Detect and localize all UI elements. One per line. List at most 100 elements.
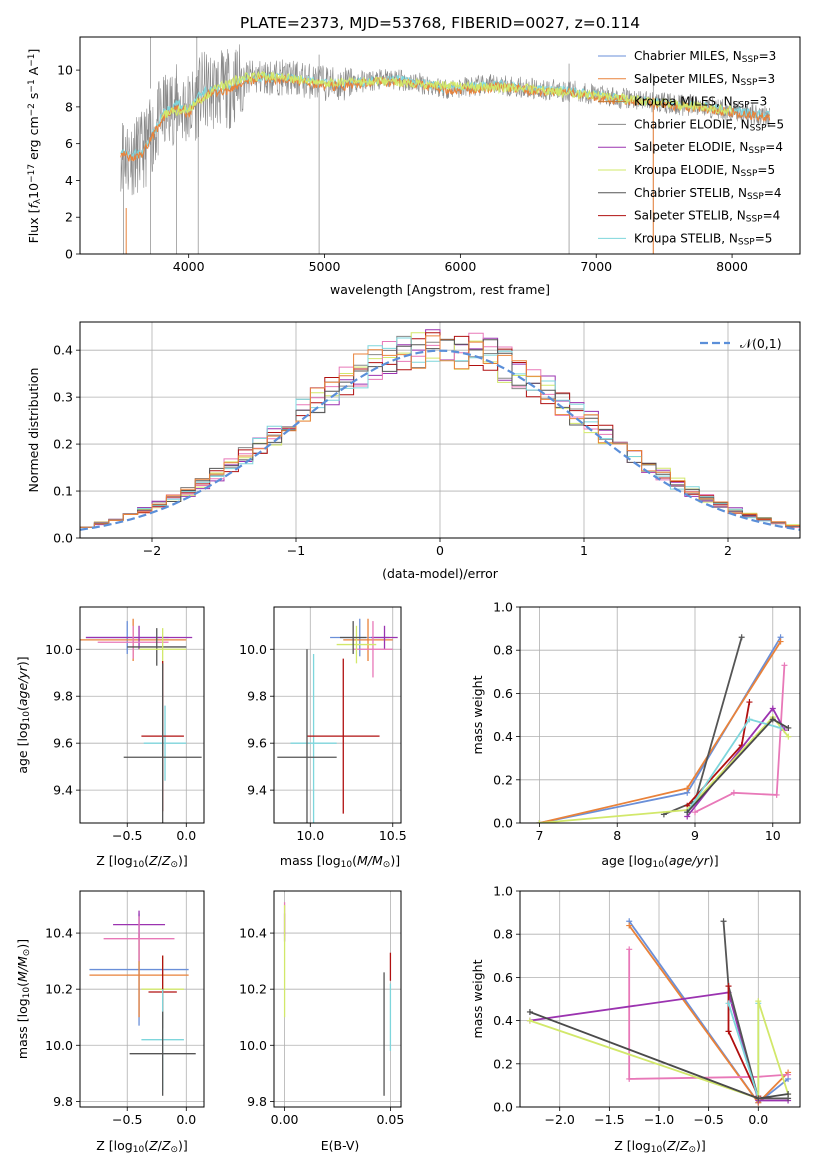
weight-marker [626, 1075, 633, 1082]
y-tick-label: 0.3 [53, 390, 73, 405]
y-tick-label: 0 [65, 247, 73, 262]
y-tick-label: 0.2 [53, 437, 73, 452]
weight-marker [777, 638, 784, 645]
x-tick-label: 9 [691, 828, 699, 843]
y-tick-label: 0.2 [493, 772, 513, 787]
y-tick-label: 0.4 [493, 1013, 513, 1028]
age_vs_mass-plot-area [277, 618, 398, 823]
residual-y-label: Normed distribution [26, 368, 41, 493]
y-tick-label: 6 [65, 136, 73, 151]
y-tick-label: 10.2 [239, 982, 267, 997]
weight-marker [777, 724, 784, 731]
x-tick-label: −1.0 [644, 1112, 674, 1127]
age_vs_mass-panel: 10.0 10.5 9.4 9.6 9.8 10.0 mass [log10(M/M⊙)] [239, 606, 407, 870]
normal-curve [80, 349, 800, 531]
y-axis-label: mass weight [470, 675, 485, 754]
y-tick-label: 10.0 [45, 1038, 73, 1053]
x-tick-label: −0.5 [112, 1112, 142, 1127]
weight-marker [730, 789, 737, 796]
x-tick-label: 1 [580, 543, 588, 558]
residual-panel: −2 −1 0 1 2 0.0 0.1 0.2 0.3 0.4 (data-model)/error… [26, 321, 801, 581]
weight-marker [773, 791, 780, 798]
legend-label: Salpeter MILES, NSSP=3 [634, 72, 775, 88]
y-tick-label: 9.8 [247, 1094, 267, 1109]
age_vs_Z-plot-area [80, 618, 202, 823]
mass_vs_Z-panel: −0.5 0.0 9.8 10.0 10.2 10.4 Z [log10(Z/Z⊙)] mas… [15, 890, 205, 1155]
x-tick-label: 0.0 [176, 1112, 196, 1127]
x-tick-label: −1 [287, 543, 305, 558]
spectrum-legend: Chabrier MILES, NSSP=3 Salpeter MILES, NS… [598, 49, 784, 248]
weight-marker [720, 918, 727, 925]
weight-marker [684, 785, 691, 792]
weight-marker [785, 724, 792, 731]
y-tick-label: 1.0 [493, 600, 513, 615]
y-tick-label: 0.1 [53, 484, 73, 499]
y-tick-label: 9.4 [53, 783, 73, 798]
legend-label: Kroupa ELODIE, NSSP=5 [634, 163, 775, 179]
weight-marker [781, 662, 788, 669]
axes-frame [79, 36, 801, 255]
weight-marker [738, 634, 745, 641]
x-axis-label: age [log10(age/yr)] [601, 853, 718, 870]
y-axis-label: mass [log10(M/M⊙)] [15, 939, 32, 1059]
weight-marker [769, 705, 776, 712]
mass_vs_Z-plot-area [89, 910, 196, 1096]
y-tick-label: 2 [65, 210, 73, 225]
axes-frame [273, 890, 402, 1108]
weight-marker [785, 1071, 792, 1078]
y-tick-label: 0.0 [493, 816, 513, 831]
y-tick-label: 10.0 [239, 1038, 267, 1053]
weight-marker [746, 716, 753, 723]
weight-line [722, 921, 789, 1100]
y-tick-label: 0.8 [493, 643, 513, 658]
y-tick-label: 0.6 [493, 970, 513, 985]
x-tick-label: 8000 [716, 259, 748, 274]
mass_vs_EBV-plot-area [283, 902, 392, 1096]
weight-marker [746, 699, 753, 706]
weight_vs_Z-panel: −2.0 −1.5 −1.0 −0.5 0.0 0.0 0.2 0.4 0.6 0.8 1.0 Z [… [470, 884, 801, 1155]
y-tick-label: 0.0 [493, 1100, 513, 1115]
weight-marker [725, 1000, 732, 1007]
legend-label: Salpeter ELODIE, NSSP=4 [634, 140, 783, 156]
grid [80, 891, 204, 1107]
residual-x-label: (data-model)/error [382, 566, 499, 581]
weight-marker [755, 998, 762, 1005]
x-tick-label: 8 [613, 828, 621, 843]
y-tick-label: 10.4 [239, 926, 267, 941]
y-tick-label: 10 [57, 63, 73, 78]
x-axis-label: Z [log10(Z/Z⊙)] [614, 1138, 706, 1155]
x-axis-label: Z [log10(Z/Z⊙)] [96, 853, 188, 870]
y-tick-label: 9.6 [53, 736, 73, 751]
y-axis-label: mass weight [470, 959, 485, 1038]
axes-frame [79, 606, 205, 824]
y-tick-label: 9.8 [53, 1094, 73, 1109]
y-tick-label: 10.4 [45, 926, 73, 941]
x-tick-label: −0.5 [112, 828, 142, 843]
y-tick-label: 0.0 [53, 531, 73, 546]
x-tick-label: 5000 [309, 259, 341, 274]
legend-label: Chabrier MILES, NSSP=3 [634, 49, 776, 65]
y-tick-label: 10.0 [45, 642, 73, 657]
x-tick-label: 10 [765, 828, 781, 843]
weight-line [529, 991, 789, 1102]
x-tick-label: −0.5 [693, 1112, 723, 1127]
legend-label: Chabrier STELIB, NSSP=4 [634, 186, 782, 202]
x-axis-label: mass [log10(M/M⊙)] [280, 853, 400, 870]
y-tick-label: 9.8 [247, 689, 267, 704]
weight-marker [785, 1091, 792, 1098]
x-tick-label: 4000 [173, 259, 205, 274]
weight-marker [725, 1028, 732, 1035]
x-tick-label: 0.05 [376, 1112, 404, 1127]
weight-marker [769, 716, 776, 723]
age_vs_Z-panel: −0.5 0.0 9.4 9.6 9.8 10.0 Z [log10(Z/Z⊙)] age [… [15, 606, 205, 870]
y-tick-label: 10.0 [239, 642, 267, 657]
y-tick-label: 0.2 [493, 1056, 513, 1071]
axes-frame [519, 606, 801, 824]
y-tick-label: 0.4 [53, 343, 73, 358]
y-tick-label: 1.0 [493, 884, 513, 899]
x-axis-label: Z [log10(Z/Z⊙)] [96, 1138, 188, 1155]
weight-marker [692, 809, 698, 816]
x-tick-label: 0.00 [271, 1112, 299, 1127]
spectrum-y-label: Flux [fλ10−17 erg cm−2 s−1 A−1] [26, 49, 43, 244]
weight_vs_Z-plot-area [526, 918, 792, 1106]
